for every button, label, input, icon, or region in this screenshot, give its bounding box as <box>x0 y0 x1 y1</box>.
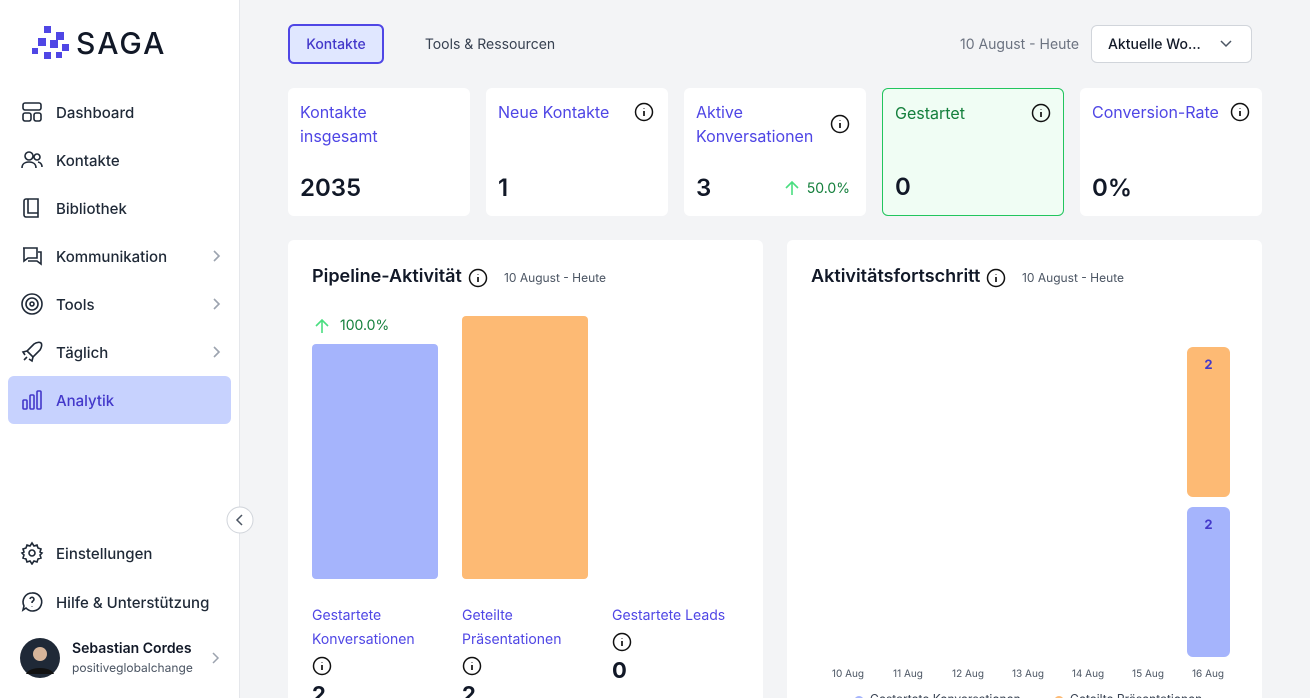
x-tick-label: 11 Aug <box>893 668 923 680</box>
collapse-button[interactable] <box>226 506 254 534</box>
info-icon[interactable] <box>468 268 488 288</box>
nav-label: Kommunikation <box>56 246 168 266</box>
tab[interactable]: Kontakte <box>288 24 384 64</box>
bar-value: 2 <box>312 682 326 698</box>
info-icon[interactable] <box>830 114 850 134</box>
panel-title: Pipeline-Aktivität <box>312 266 462 287</box>
bar-label: Gestartete Konversationen <box>312 607 415 648</box>
user-org: positiveglobalchange <box>72 660 193 675</box>
panel-date: 10 August - Heute <box>1022 270 1124 285</box>
nav-item[interactable]: Kontakte <box>8 136 231 184</box>
info-icon[interactable] <box>1031 103 1051 123</box>
nav-label: Tools <box>56 294 95 314</box>
bar-label: Gestartete Leads <box>612 607 726 624</box>
x-tick-label: 14 Aug <box>1071 668 1105 680</box>
info-icon[interactable] <box>312 656 332 676</box>
nav-label: Einstellungen <box>56 543 153 563</box>
pipeline-panel: Pipeline-Aktivität 10 August - Heute 100… <box>288 240 763 698</box>
legend-label: Geteilte Präsentationen <box>1070 691 1202 698</box>
info-icon[interactable] <box>612 632 632 652</box>
info-icon[interactable] <box>1230 102 1250 122</box>
nav-label: Kontakte <box>56 150 120 170</box>
sidebar: SAGA Dashboard Kontakte Bibliothek Kommu… <box>0 0 254 698</box>
card-title: Neue Kontakte <box>498 102 610 122</box>
up-arrow <box>315 318 329 333</box>
bar <box>312 344 438 579</box>
card-title: Gestartet <box>895 103 965 123</box>
card-title: Conversion-Rate <box>1092 102 1219 122</box>
nav-item[interactable]: Hilfe & Unterstützung <box>8 578 231 626</box>
panel-date: 10 August - Heute <box>504 270 606 285</box>
card-change: 50.0% <box>806 180 850 197</box>
info-icon[interactable] <box>634 102 654 122</box>
date-range: 10 August - Heute <box>960 36 1079 53</box>
nav-label: Dashboard <box>56 102 135 122</box>
bar-value: 0 <box>612 658 627 684</box>
legend-dot <box>854 696 864 698</box>
bar-value: 2 <box>462 682 476 698</box>
bar-segment <box>1187 507 1230 657</box>
card-value: 1 <box>498 173 509 202</box>
nav-item[interactable]: Dashboard <box>8 88 231 136</box>
avatar <box>20 638 60 678</box>
x-tick-label: 13 Aug <box>1011 668 1044 680</box>
x-tick-label: 12 Aug <box>952 668 984 680</box>
x-tick-label: 10 Aug <box>831 668 865 680</box>
panel-title: Aktivitätsfortschritt <box>811 266 981 287</box>
bar-segment <box>1187 347 1230 497</box>
legend-dot <box>1054 696 1064 698</box>
nav-item[interactable]: Einstellungen <box>8 529 231 577</box>
nav-item[interactable]: Tools <box>8 280 231 328</box>
activity-panel: Aktivitätsfortschritt 10 August - Heute … <box>787 240 1262 698</box>
card-value: 0% <box>1092 173 1132 202</box>
nav-item[interactable]: Bibliothek <box>8 184 231 232</box>
nav-label: Analytik <box>56 390 115 410</box>
bar-label: Geteilte Präsentationen <box>462 607 562 648</box>
period-select[interactable]: Aktuelle Wo... <box>1091 25 1252 63</box>
x-tick-label: 16 Aug <box>1191 668 1225 680</box>
bar-value-label: 2 <box>1204 357 1213 373</box>
bar-change: 100.0% <box>340 317 390 334</box>
nav-label: Täglich <box>56 342 109 362</box>
tab[interactable]: Tools & Ressourcen <box>424 35 556 53</box>
bar <box>462 316 588 579</box>
card-value: 3 <box>696 173 712 202</box>
nav-item[interactable]: Täglich <box>8 328 231 376</box>
info-icon[interactable] <box>462 656 482 676</box>
stat-card: Gestartet 0 <box>882 88 1064 216</box>
x-tick-label: 15 Aug <box>1132 668 1164 680</box>
nav-item[interactable]: Analytik <box>8 376 231 424</box>
stat-card: Conversion-Rate 0% <box>1080 88 1262 216</box>
card-title: Aktive Konversationen <box>696 102 814 146</box>
bar-value-label: 2 <box>1204 517 1213 533</box>
user-name: Sebastian Cordes <box>72 640 192 657</box>
stat-card: Aktive Konversationen 3 50.0% <box>684 88 866 216</box>
select-value: Aktuelle Wo... <box>1108 36 1201 53</box>
card-value: 2035 <box>300 173 362 202</box>
stat-card: Kontakte insgesamt 2035 <box>288 88 470 216</box>
info-icon[interactable] <box>986 268 1006 288</box>
logo-icon <box>32 26 69 59</box>
nav-label: Hilfe & Unterstützung <box>56 592 210 612</box>
legend-label: Gestartete Konversationen <box>870 691 1021 698</box>
card-title: Kontakte insgesamt <box>300 102 378 146</box>
card-value: 0 <box>895 172 911 201</box>
stat-card: Neue Kontakte 1 <box>486 88 668 216</box>
up-arrow <box>785 180 799 195</box>
nav-item[interactable]: Kommunikation <box>8 232 231 280</box>
nav-label: Bibliothek <box>56 198 127 218</box>
logo-text: SAGA <box>76 26 167 62</box>
user-chevron[interactable] <box>208 651 222 665</box>
